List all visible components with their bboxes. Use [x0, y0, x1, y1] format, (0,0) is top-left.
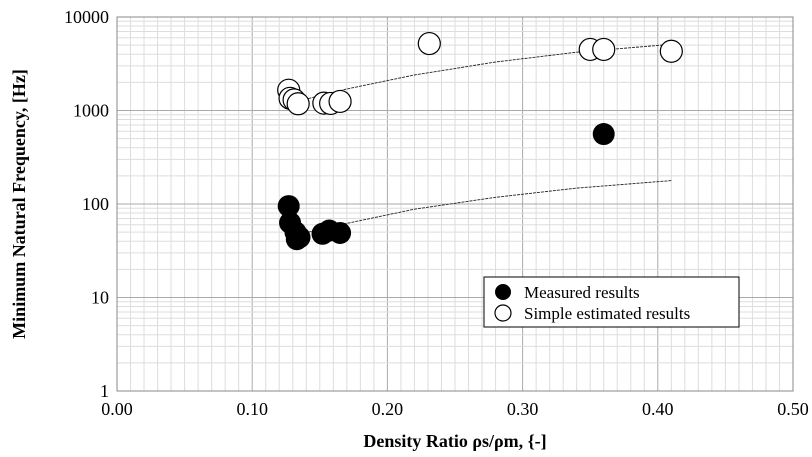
point-measured: [288, 226, 311, 249]
point-estimated: [286, 92, 310, 116]
y-tick-labels: 1 10 100 1000 10000: [64, 7, 109, 401]
point-estimated: [328, 89, 352, 114]
point-estimated: [659, 39, 683, 63]
y-tick-label: 1: [100, 381, 109, 401]
y-axis-title: Minimum Natural Frequency, [Hz]: [9, 69, 29, 339]
y-tick-label: 1000: [73, 101, 109, 121]
point-measured: [592, 123, 615, 146]
legend-label-measured: Measured results: [524, 283, 640, 302]
x-tick-label: 0.20: [372, 399, 404, 419]
trend-line: [296, 180, 672, 236]
trend-line: [296, 43, 672, 102]
trendlines: [296, 43, 672, 236]
y-tick-label: 10: [91, 288, 109, 308]
point-estimated: [417, 31, 441, 56]
x-tick-label: 0.10: [236, 399, 268, 419]
y-tick-label: 100: [82, 194, 109, 214]
y-tick-label: 10000: [64, 7, 109, 27]
point-measured: [329, 221, 352, 244]
x-axis-title: Density Ratio ρs/ρm, {-]: [363, 431, 546, 451]
x-tick-label: 0.30: [507, 399, 539, 419]
legend-marker-estimated: [494, 304, 512, 322]
point-estimated: [592, 37, 616, 62]
point-measured: [277, 195, 300, 218]
plot-frame: [116, 16, 794, 392]
data-points: [277, 31, 683, 251]
legend-box: [483, 276, 740, 328]
grid: [116, 16, 794, 392]
x-tick-label: 0.00: [101, 399, 133, 419]
x-tick-label: 0.50: [777, 399, 809, 419]
legend-marker-measured: [495, 284, 511, 300]
x-tick-label: 0.40: [642, 399, 674, 419]
legend: Measured results Simple estimated result…: [483, 276, 740, 328]
legend-label-estimated: Simple estimated results: [524, 304, 690, 323]
x-tick-labels: 0.00 0.10 0.20 0.30 0.40 0.50: [101, 399, 809, 419]
